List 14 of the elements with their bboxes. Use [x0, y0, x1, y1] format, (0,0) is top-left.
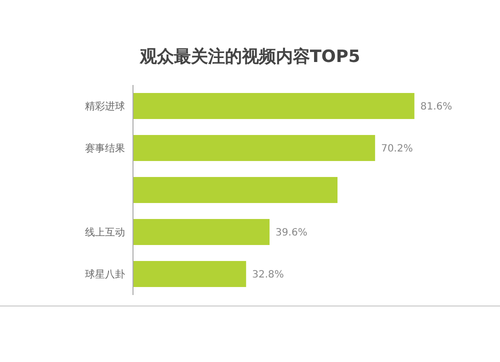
bar — [133, 218, 270, 246]
bar — [133, 134, 376, 162]
data-label: 39.6% — [276, 228, 308, 238]
bar — [133, 176, 338, 204]
chart-title: 观众最关注的视频内容TOP5 — [138, 47, 360, 67]
y-tick-label: 球星八卦 — [85, 268, 125, 280]
y-tick-label: 精彩进球 — [85, 100, 125, 112]
data-label: 81.6% — [420, 102, 452, 112]
data-label: 32.8% — [252, 270, 284, 280]
bar — [133, 92, 414, 120]
y-tick-label: 线上互动 — [85, 226, 125, 238]
y-tick-label: 赛事结果 — [85, 142, 125, 154]
data-label: 70.2% — [381, 144, 413, 154]
bar — [133, 260, 246, 288]
